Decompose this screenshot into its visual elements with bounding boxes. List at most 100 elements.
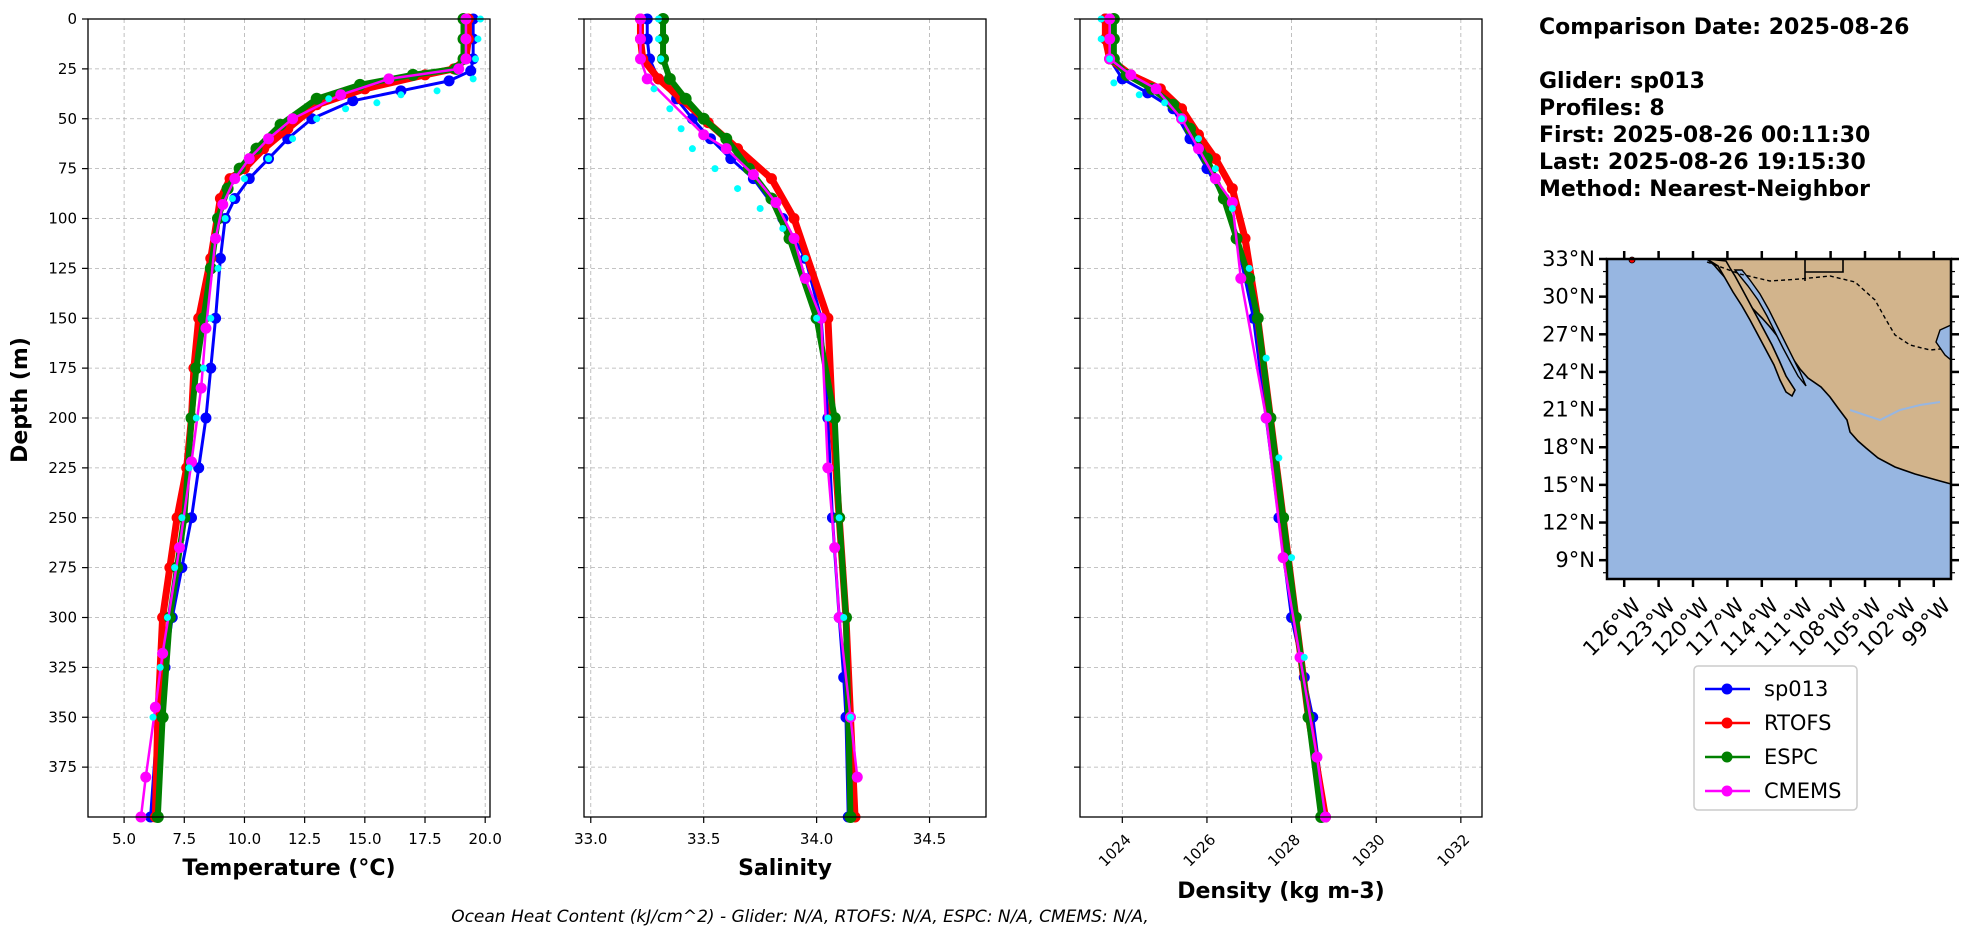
data-point-raw [207, 314, 215, 322]
y-tick-label: 300 [48, 609, 77, 627]
data-point-rtofs [1209, 153, 1221, 165]
data-point-raw [240, 175, 248, 183]
x-tick-label: 20.0 [468, 830, 501, 848]
data-point-cmems [210, 232, 222, 244]
data-point-raw [840, 614, 848, 621]
data-point-raw [469, 75, 477, 83]
data-point-cmems [383, 73, 395, 85]
data-point-espc [310, 92, 323, 105]
data-point-cmems [140, 771, 152, 783]
legend-item-espc: ESPC [1705, 745, 1818, 769]
map-lat-label: 33°N [1542, 247, 1595, 271]
data-point-rtofs [653, 73, 665, 85]
data-point-glider [443, 75, 455, 87]
data-point-raw [1288, 554, 1296, 562]
series-raw [1097, 15, 1308, 661]
data-point-raw [185, 464, 193, 472]
last-time: Last: 2025-08-26 19:15:30 [1539, 150, 1866, 175]
data-point-raw [1245, 264, 1253, 272]
data-point-raw [200, 364, 208, 372]
data-point-glider [465, 65, 477, 77]
legend-swatch-marker [1721, 751, 1733, 763]
y-tick-label: 125 [48, 259, 77, 277]
y-tick-label: 225 [48, 459, 77, 477]
data-point-glider [214, 252, 226, 264]
data-point-glider [725, 153, 737, 165]
map-border-us [1804, 259, 1844, 281]
legend-item-cmems: CMEMS [1705, 779, 1842, 803]
y-tick-label: 275 [48, 559, 77, 577]
data-point-raw [171, 564, 179, 572]
data-point-cmems [1260, 412, 1272, 424]
data-point-espc [828, 412, 841, 424]
salinity-panel: 33.0 33.5 34.0 34.5 Salinity [574, 13, 987, 881]
data-point-espc [1243, 272, 1256, 285]
data-point-raw [163, 614, 171, 621]
y-tick-label: 350 [48, 708, 77, 726]
data-point-raw [655, 35, 663, 43]
data-point-cmems [200, 322, 212, 334]
data-point-cmems [788, 232, 800, 244]
profile-count: Profiles: 8 [1539, 96, 1665, 121]
data-point-raw [846, 713, 854, 721]
map-lat-label: 18°N [1542, 435, 1595, 459]
data-point-raw [472, 55, 480, 63]
legend-label: sp013 [1764, 677, 1828, 701]
data-point-raw [1178, 115, 1186, 123]
data-point-cmems [829, 542, 841, 554]
data-point-glider [200, 412, 212, 424]
data-point-cmems [720, 143, 732, 155]
y-tick-label: 100 [48, 210, 77, 228]
info-panel: Comparison Date: 2025-08-26 Glider: sp01… [1539, 14, 1909, 203]
y-axis-label: Depth (m) [8, 337, 33, 463]
data-point-raw [677, 125, 685, 133]
data-point-espc [1251, 312, 1264, 325]
data-point-cmems [698, 129, 710, 141]
data-point-cmems [149, 701, 161, 713]
data-point-raw [666, 105, 674, 113]
data-point-raw [824, 414, 832, 422]
interp-method: Method: Nearest-Neighbor [1539, 177, 1870, 202]
x-tick-label: 1028 [1264, 831, 1304, 871]
series-line-cmems [139, 19, 468, 818]
data-point-cmems [453, 63, 465, 75]
data-point-cmems [641, 73, 653, 85]
data-point-raw [178, 514, 186, 522]
x-tick-label: 1024 [1095, 831, 1135, 871]
data-point-raw [650, 85, 658, 93]
data-point-cmems [157, 647, 169, 659]
legend-frame [1693, 665, 1858, 811]
data-point-cmems [822, 462, 834, 474]
data-point-espc [190, 362, 203, 375]
data-point-espc [1167, 98, 1180, 111]
data-point-cmems [217, 199, 229, 211]
data-point-raw [688, 145, 696, 153]
data-point-raw [313, 115, 321, 123]
data-point-raw [657, 55, 665, 63]
x-tick-label: 15.0 [348, 830, 381, 848]
data-point-cmems [851, 771, 863, 783]
x-axis-label: Temperature (°C) [182, 856, 395, 881]
data-point-raw [474, 35, 482, 43]
data-point-raw [1228, 205, 1236, 213]
map-frame [1605, 257, 1953, 581]
x-tick-label: 1026 [1180, 831, 1220, 871]
data-point-rtofs [1239, 232, 1251, 244]
map-gulf-of-california [1733, 269, 1807, 387]
data-point-cmems [1125, 69, 1137, 81]
x-tick-label: 1032 [1433, 831, 1473, 871]
data-point-espc [1277, 511, 1290, 524]
map-border [1706, 261, 1952, 351]
data-point-espc [1184, 122, 1197, 135]
x-tick-label: 33.0 [574, 830, 607, 848]
data-point-raw [835, 514, 843, 522]
legend-swatch-marker [1721, 683, 1733, 695]
y-tick-label: 50 [58, 110, 77, 128]
data-point-cmems [287, 113, 299, 125]
data-point-raw [397, 91, 405, 99]
x-tick-label: 7.5 [172, 830, 196, 848]
data-point-raw [342, 105, 350, 113]
data-point-glider [347, 95, 359, 107]
legend-label: CMEMS [1764, 779, 1842, 803]
data-point-espc [697, 112, 710, 125]
